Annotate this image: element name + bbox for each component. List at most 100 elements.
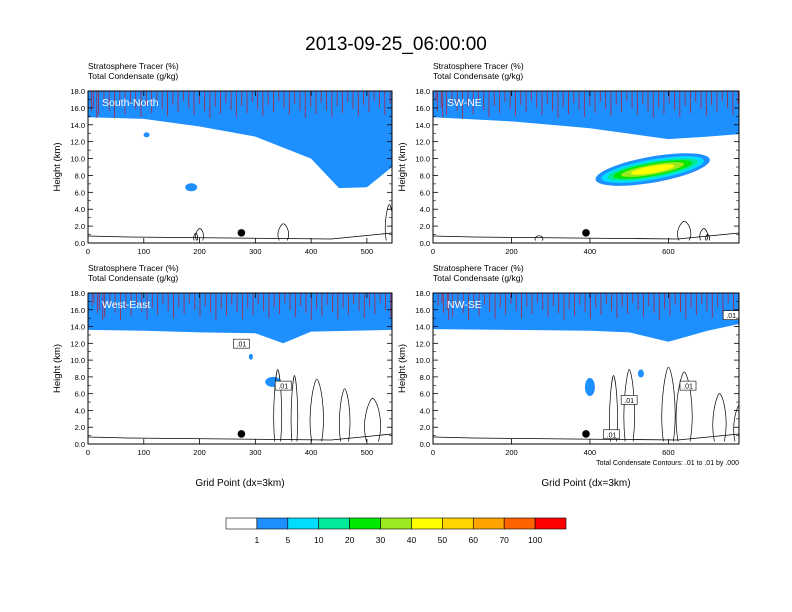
y-tick-label: 14.0: [415, 323, 430, 332]
y-axis-label: Height (km): [52, 142, 63, 191]
terrain-line: [433, 232, 739, 240]
y-tick-label: 4.0: [75, 205, 85, 214]
y-tick-label: 14.0: [70, 121, 85, 130]
condensate-contour: [733, 405, 739, 442]
panels: South-North 0.0 2.0 4.0 6.0 8.0 10.0 12.0 14.0 16…: [52, 61, 740, 489]
tracer-blob: [143, 132, 150, 138]
panel-south-north: South-North 0.0 2.0 4.0 6.0 8.0 10.0 12.0 14.0 16…: [52, 61, 393, 256]
y-tick-label: 18.0: [70, 87, 85, 96]
panel-sw-ne: SW-NE 0.0 2.0 4.0 6.0 8.0 10.0 12.0 14.0 16.0 18.0…: [397, 61, 740, 256]
colorbar-label: 40: [407, 535, 417, 545]
terrain-line: [88, 433, 392, 441]
colorbar-label: 70: [499, 535, 509, 545]
x-tick-label: 0: [86, 247, 90, 256]
x-tick-label: 100: [138, 247, 151, 256]
y-tick-label: 16.0: [415, 104, 430, 113]
colorbar-label: 100: [528, 535, 542, 545]
colorbar-swatch: [349, 517, 381, 530]
panel-nw-se: .01 .01 .01 .01 NW-SE 0.0 2.0 4.0 6.0 8.0 10.0 12.0…: [397, 263, 740, 489]
location-marker: [237, 229, 246, 237]
y-tick-label: 10.0: [70, 155, 85, 164]
y-tick-label: 6.0: [420, 188, 430, 197]
y-axis-label: Height (km): [397, 344, 408, 393]
panel-title-condensate: Total Condensate (g/kg): [88, 273, 178, 283]
y-tick-label: 12.0: [70, 138, 85, 147]
colorbar-swatch: [534, 517, 567, 530]
y-axis-label: Height (km): [52, 344, 63, 393]
y-tick-label: 6.0: [420, 390, 430, 399]
y-tick-label: 0.0: [420, 440, 430, 449]
x-tick-label: 600: [662, 247, 675, 256]
y-tick-label: 0.0: [75, 440, 85, 449]
tracer-band: [88, 293, 392, 343]
colorbar-label: 10: [314, 535, 324, 545]
colorbar-swatch: [380, 517, 412, 530]
condensate-contour: [534, 235, 544, 241]
panel-title-tracer: Stratosphere Tracer (%): [433, 61, 524, 71]
y-tick-label: 4.0: [75, 406, 85, 415]
y-tick-label: 10.0: [70, 356, 85, 365]
y-tick-label: 16.0: [70, 306, 85, 315]
condensate-contour: [277, 223, 289, 241]
x-axis-label: Grid Point (dx=3km): [195, 478, 284, 489]
condensate-contour: [661, 366, 676, 442]
contour-label-box: [603, 429, 620, 440]
condensate-contour: [364, 397, 381, 442]
y-tick-label: 8.0: [420, 171, 430, 180]
colorbar-swatch: [442, 517, 474, 530]
y-tick-label: 14.0: [70, 323, 85, 332]
colorbar-swatch: [503, 517, 536, 530]
y-tick-label: 6.0: [75, 390, 85, 399]
contour-label: .01: [237, 342, 247, 349]
tracer-band: [433, 293, 739, 341]
colorbar-swatch: [472, 517, 505, 530]
colorbar-swatch: [411, 517, 443, 530]
tracer-band: [433, 91, 739, 139]
figure-title: 2013-09-25_06:00:00: [305, 34, 487, 55]
y-tick-label: 0.0: [420, 239, 430, 248]
condensate-contour: [712, 393, 727, 442]
x-tick-label: 0: [431, 247, 435, 256]
colorbar-label: 1: [255, 535, 260, 545]
y-tick-label: 16.0: [70, 104, 85, 113]
condensate-contour: [609, 375, 618, 442]
panel-title-tracer: Stratosphere Tracer (%): [433, 263, 524, 273]
location-marker: [582, 229, 590, 237]
y-tick-label: 14.0: [415, 121, 430, 130]
condensate-contour: [623, 369, 635, 442]
contour-label-box: [620, 395, 638, 405]
panel-west-east: .01 .01 West-East 0.0 2.0 4.0 6.0 8.0 10.0 12.0 14…: [52, 263, 393, 489]
y-tick-label: 2.0: [420, 423, 430, 432]
plot-content: [433, 91, 739, 241]
x-tick-label: 200: [193, 247, 206, 256]
y-axis-label: Height (km): [397, 142, 408, 191]
y-tick-label: 4.0: [420, 205, 430, 214]
y-tick-label: 2.0: [420, 222, 430, 231]
plot-content: .01 .01: [88, 293, 392, 442]
contour-note: Total Condensate Contours: .01 to .01 by…: [596, 460, 739, 467]
colorbar-label: 60: [469, 535, 479, 545]
x-tick-label: 100: [138, 448, 151, 457]
y-tick-label: 12.0: [415, 339, 430, 348]
x-axis-label: Grid Point (dx=3km): [541, 478, 630, 489]
x-tick-label: 0: [431, 448, 435, 457]
y-tick-label: 2.0: [75, 222, 85, 231]
condensate-contour: [677, 220, 692, 241]
y-tick-label: 18.0: [415, 289, 430, 298]
x-tick-label: 200: [505, 247, 518, 256]
y-tick-label: 10.0: [415, 356, 430, 365]
y-tick-label: 8.0: [75, 373, 85, 382]
panel-title-condensate: Total Condensate (g/kg): [88, 71, 178, 81]
colorbar-swatch: [256, 517, 289, 530]
condensate-contour: [705, 234, 710, 241]
location-marker: [237, 430, 246, 438]
y-tick-label: 18.0: [70, 289, 85, 298]
contour-label: .01: [683, 384, 693, 391]
colorbar-swatch: [225, 517, 258, 530]
y-tick-label: 2.0: [75, 423, 85, 432]
condensate-contour: [675, 371, 693, 442]
colorbar-label: 50: [438, 535, 448, 545]
condensate-contour: [384, 204, 392, 241]
panel-label: South-North: [102, 97, 159, 109]
